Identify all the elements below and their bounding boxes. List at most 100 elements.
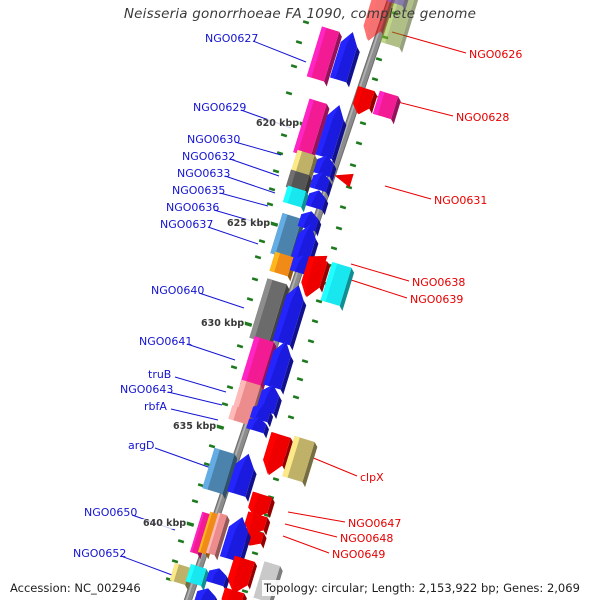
gene-label-ngo0633[interactable]: NGO0633 — [177, 167, 231, 180]
sequence-tick-mark — [208, 444, 216, 449]
ngo0639-cyan-box-face[interactable] — [320, 261, 352, 307]
ngo0652-cyan-box[interactable] — [185, 564, 211, 591]
ngo0626-violet-box[interactable] — [386, 0, 413, 11]
rbfA-blue-arrow-a[interactable] — [249, 402, 276, 428]
gene-feature-layer[interactable] — [169, 0, 420, 600]
clpx-khaki-box-face[interactable] — [282, 435, 315, 483]
sequence-tick-mark — [311, 319, 319, 324]
ngo0630-khaki-box[interactable] — [290, 149, 319, 182]
gene-label-ngo0649[interactable]: NGO0649 — [332, 548, 386, 561]
ngo0636-steel-box-face[interactable] — [270, 212, 302, 260]
sequence-tick-mark — [355, 141, 363, 146]
ngo0631-red-marker-face[interactable] — [332, 169, 354, 188]
truB-salmon-box[interactable] — [232, 379, 264, 418]
gene-label-ngo0626[interactable]: NGO0626 — [469, 48, 523, 61]
gene-label-ngo0652[interactable]: NGO0652 — [73, 547, 127, 560]
ngo0626-red-arrow-top[interactable] — [360, 0, 396, 45]
ngo0650-salmon-stripe-face[interactable] — [206, 512, 227, 556]
sequence-tick-mark — [285, 91, 293, 96]
gene-label-argd[interactable]: argD — [128, 439, 155, 452]
ngo0651-red-arrow[interactable] — [224, 555, 258, 598]
gene-label-rbfa[interactable]: rbfA — [144, 400, 167, 413]
gene-label-ngo0648[interactable]: NGO0648 — [340, 532, 394, 545]
ngo0641-magenta-box-face[interactable] — [240, 336, 274, 390]
sequence-tick-mark — [375, 57, 383, 62]
leader-line-ngo0638 — [350, 263, 410, 282]
ngo0640-blue-arrow[interactable] — [271, 283, 311, 351]
clpx-khaki-box[interactable] — [281, 435, 318, 488]
ngo0628-magenta-box[interactable] — [372, 90, 402, 125]
ngo0635-blue-arrow[interactable] — [305, 188, 332, 216]
ngo0653-blue-arrow[interactable] — [193, 586, 221, 600]
ngo0641-magenta-box[interactable] — [239, 336, 278, 395]
gene-label-ngo0637[interactable]: NGO0637 — [160, 218, 214, 231]
gene-label-ngo0650[interactable]: NGO0650 — [84, 506, 138, 519]
ngo0635-cyan-box-highlight — [282, 185, 293, 204]
gene-label-trub[interactable]: truB — [148, 368, 172, 381]
ngo0640-gray-box-face[interactable] — [249, 278, 287, 344]
gene-label-ngo0635[interactable]: NGO0635 — [172, 184, 226, 197]
ngo0638-red-arrow[interactable] — [298, 256, 332, 301]
ngo0640-gray-box[interactable] — [248, 278, 290, 349]
ngo0639-cyan-box[interactable] — [319, 261, 355, 312]
sequence-tick-mark — [203, 462, 211, 467]
ngo0635-blue-arrow-highlight — [305, 190, 320, 207]
gene-label-ngo0632[interactable]: NGO0632 — [182, 150, 236, 163]
ngo0638-red-arrow-highlight — [301, 256, 315, 297]
gene-label-ngo0643[interactable]: NGO0643 — [120, 383, 174, 396]
ngo0633-blue-arrow[interactable] — [309, 170, 336, 198]
ngo0627-magenta-box-face[interactable] — [306, 26, 340, 82]
gene-label-ngo0647[interactable]: NGO0647 — [348, 517, 402, 530]
ngo0629-magenta-box-face[interactable] — [293, 98, 327, 158]
ngo0647-red-arrow[interactable] — [246, 491, 276, 522]
leader-line-ngo0633 — [224, 175, 276, 194]
ngo0641-blue-arrow[interactable] — [262, 338, 298, 395]
ngo0629-magenta-box[interactable] — [292, 98, 331, 163]
ngo0628-red-arrow[interactable] — [350, 86, 378, 118]
ngo0626-red-arrow-top-face[interactable] — [360, 0, 393, 43]
clpx-red-arrow[interactable] — [259, 431, 294, 479]
gene-label-ngo0631[interactable]: NGO0631 — [434, 194, 488, 207]
gene-label-clpx[interactable]: clpX — [360, 471, 384, 484]
ngo0632-blue-arrow[interactable] — [312, 153, 339, 183]
leader-line-ngo0631 — [384, 185, 432, 200]
ngo0635-cyan-box[interactable] — [282, 185, 310, 213]
argD-steel-box-face[interactable] — [202, 447, 235, 495]
gene-label-ngo0638[interactable]: NGO0638 — [412, 276, 466, 289]
gene-label-ngo0629[interactable]: NGO0629 — [193, 101, 247, 114]
argD-steel-box[interactable] — [201, 447, 238, 500]
rbfA-blue-arrow-b[interactable] — [245, 415, 271, 439]
sequence-tick-mark — [330, 246, 338, 251]
ngo0636-blue-arrow-a[interactable] — [297, 209, 324, 237]
argD-blue-arrow[interactable] — [226, 451, 261, 502]
gene-label-ngo0641[interactable]: NGO0641 — [139, 335, 193, 348]
ngo0631-red-marker[interactable] — [332, 169, 354, 188]
ngo0650-magenta-stripe-face[interactable] — [190, 511, 210, 555]
ngo0627-magenta-box[interactable] — [306, 26, 343, 87]
ngo0653-red-arrow[interactable] — [220, 587, 248, 600]
ngo0648-red-arrow[interactable] — [243, 511, 272, 538]
ngo0629-blue-arrow[interactable] — [314, 103, 351, 165]
gene-label-ngo0628[interactable]: NGO0628 — [456, 111, 510, 124]
ngo0652-blue-arrow[interactable] — [205, 566, 232, 592]
sequence-tick-mark — [221, 402, 229, 407]
sequence-tick-mark — [335, 226, 343, 231]
ngo0626-violet-box-side — [402, 0, 412, 11]
gene-label-ngo0640[interactable]: NGO0640 — [151, 284, 205, 297]
gene-label-ngo0627[interactable]: NGO0627 — [205, 32, 259, 45]
ngo0627-blue-arrow[interactable] — [329, 30, 365, 88]
argD-blue-arrow-highlight — [227, 453, 249, 493]
leader-line-ngo0641 — [186, 343, 236, 361]
sequence-tick-mark — [290, 64, 298, 69]
sequence-tick-mark — [302, 20, 310, 25]
gene-label-ngo0636[interactable]: NGO0636 — [166, 201, 220, 214]
ngo0650-salmon-stripe[interactable] — [205, 512, 231, 561]
ngo0636-blue-arrow-a-highlight — [297, 211, 312, 228]
ngo0630-khaki-box-highlight — [291, 149, 303, 173]
ngo0650-orange-stripe-face[interactable] — [198, 511, 218, 555]
gene-label-ngo0630[interactable]: NGO0630 — [187, 133, 241, 146]
sequence-tick-mark — [292, 395, 300, 400]
gene-label-ngo0639[interactable]: NGO0639 — [410, 293, 464, 306]
